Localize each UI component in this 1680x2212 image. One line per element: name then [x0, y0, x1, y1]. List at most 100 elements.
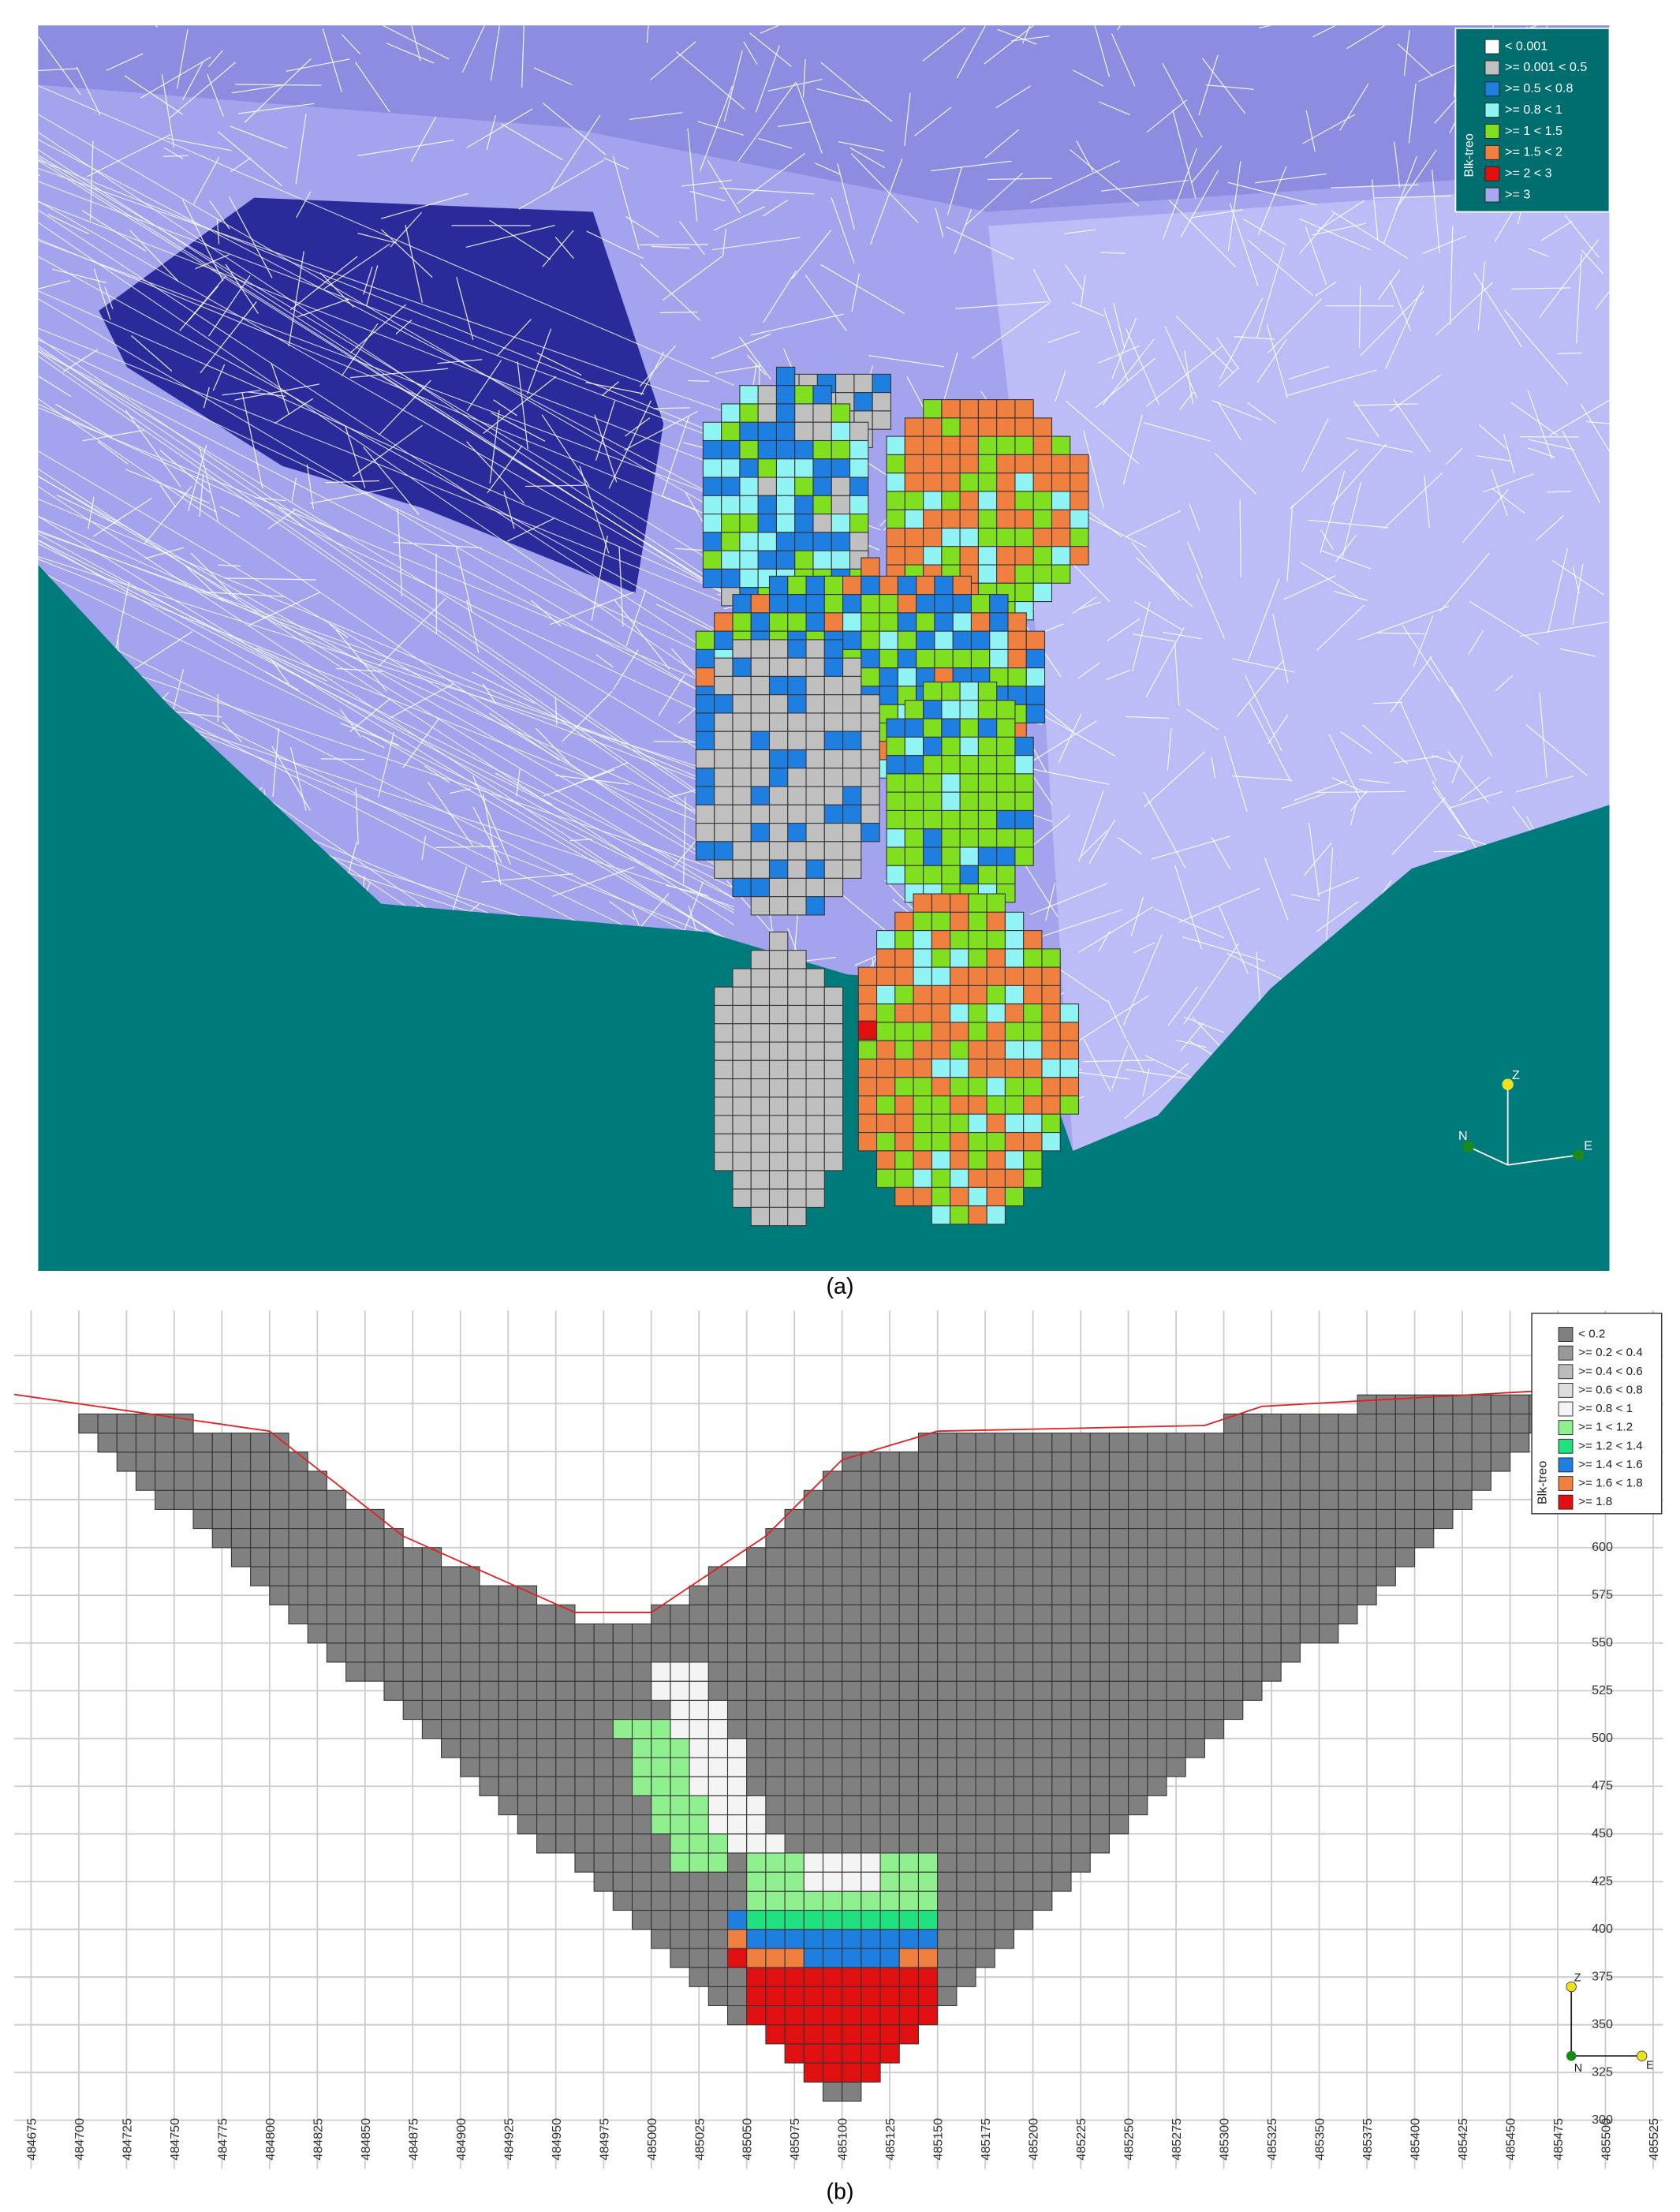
block [937, 1871, 958, 1892]
block [1032, 1585, 1053, 1605]
block [593, 1699, 614, 1721]
block [651, 1661, 671, 1682]
block [555, 1642, 576, 1663]
mesh-line [1174, 643, 1180, 706]
block [517, 1642, 538, 1663]
block [975, 1833, 995, 1854]
block [977, 546, 998, 566]
block [631, 1738, 652, 1758]
block [1051, 527, 1071, 547]
block [879, 1833, 900, 1854]
block [768, 1041, 789, 1061]
mesh-line [182, 62, 203, 100]
block [402, 1624, 423, 1644]
mesh-line [737, 82, 797, 163]
block [898, 1795, 920, 1816]
block [1299, 1413, 1320, 1434]
block [460, 1738, 480, 1758]
mesh-line [760, 25, 808, 34]
block [1204, 1585, 1225, 1605]
block [732, 986, 752, 1007]
block [822, 1909, 843, 1930]
block [345, 1661, 366, 1682]
block [784, 1699, 805, 1721]
block [794, 421, 814, 442]
block [460, 1604, 480, 1625]
block [1013, 1566, 1034, 1586]
block [1242, 1566, 1263, 1586]
block [383, 1528, 404, 1549]
block [631, 1624, 652, 1644]
block [750, 730, 771, 751]
block [288, 1604, 308, 1625]
block [707, 1948, 729, 1968]
block [842, 2005, 862, 2026]
block [950, 1095, 969, 1115]
block [326, 1489, 347, 1510]
block [861, 804, 880, 824]
block [1089, 1661, 1110, 1682]
block [1433, 1470, 1454, 1491]
block [861, 1508, 881, 1530]
block [1128, 1661, 1148, 1682]
mesh-line [354, 62, 390, 113]
block [1014, 755, 1034, 775]
block [956, 1833, 976, 1854]
mesh-line [125, 409, 181, 488]
block [746, 1699, 767, 1721]
block [1032, 1566, 1053, 1586]
block [1204, 1508, 1225, 1530]
block [784, 1929, 805, 1949]
block [211, 1470, 232, 1491]
mesh-line [1390, 656, 1432, 713]
block [574, 1757, 595, 1777]
block [1108, 1585, 1129, 1605]
block [746, 1871, 767, 1892]
block [1041, 1058, 1061, 1078]
caption: (b) [827, 2179, 854, 2204]
block [441, 1642, 461, 1663]
block [959, 846, 979, 866]
block [421, 1642, 442, 1663]
block [345, 1566, 366, 1586]
block [1166, 1470, 1186, 1491]
block [1007, 630, 1027, 650]
mesh-line [838, 141, 885, 151]
block [1128, 1566, 1148, 1586]
block [1376, 1433, 1396, 1453]
block [842, 1909, 862, 1930]
block [750, 786, 771, 805]
mesh-line [185, 565, 223, 602]
block [923, 435, 943, 455]
block [326, 1642, 347, 1663]
block [1166, 1566, 1186, 1586]
block [307, 1624, 327, 1644]
axis-dot [1502, 1078, 1514, 1090]
block [968, 948, 987, 968]
block [879, 1470, 900, 1491]
block [732, 1004, 752, 1025]
block [1128, 1680, 1148, 1701]
block [1089, 1624, 1110, 1644]
mesh-line [956, 25, 1002, 79]
block [1023, 1077, 1043, 1097]
block [714, 1059, 734, 1080]
block [968, 1003, 987, 1023]
mesh-line [128, 25, 159, 28]
mesh-line [325, 480, 379, 484]
mesh-line [1585, 420, 1610, 430]
mesh-line [646, 25, 651, 43]
block [861, 2043, 881, 2064]
block [1242, 1547, 1263, 1567]
block [1013, 1795, 1034, 1816]
mesh-line [743, 41, 758, 65]
block [1070, 1585, 1091, 1605]
block [768, 1004, 789, 1025]
block [822, 1852, 843, 1873]
block [996, 718, 1016, 738]
block [702, 476, 722, 496]
block [695, 749, 715, 769]
block [950, 1058, 969, 1078]
mesh-line [38, 240, 734, 504]
block [326, 1624, 347, 1644]
